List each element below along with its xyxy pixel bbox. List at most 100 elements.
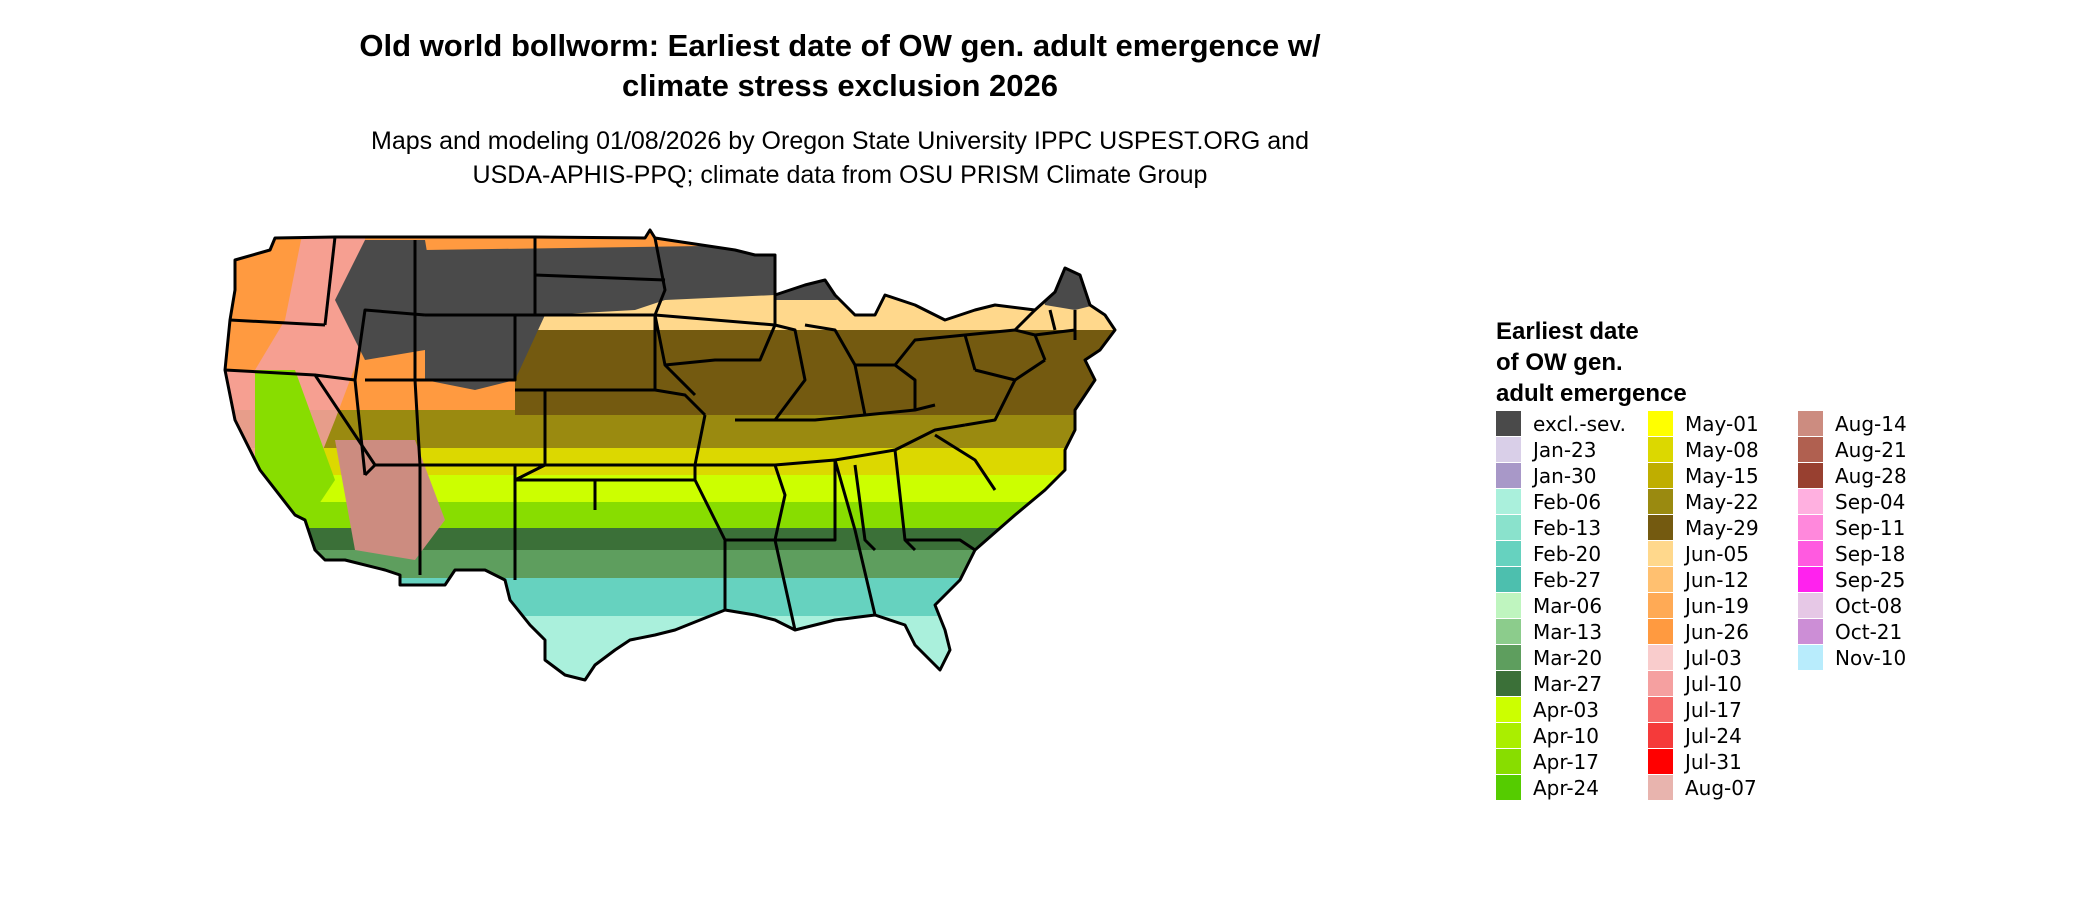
legend-label: Jun-26 <box>1685 620 1749 644</box>
map-title-line-2: climate stress exclusion 2026 <box>622 68 1058 103</box>
legend-item: Mar-27 <box>1496 671 1646 696</box>
legend-swatch <box>1648 541 1673 566</box>
legend-label: Sep-18 <box>1835 542 1906 566</box>
legend-item: Sep-18 <box>1798 541 1948 566</box>
legend-label: May-29 <box>1685 516 1759 540</box>
legend-item: Jul-03 <box>1648 645 1798 670</box>
legend-swatch <box>1798 411 1823 436</box>
legend-swatch <box>1496 697 1521 722</box>
legend-label: Jul-03 <box>1685 646 1742 670</box>
legend-label: Apr-03 <box>1533 698 1599 722</box>
legend-label: Oct-21 <box>1835 620 1903 644</box>
map-subtitle: Maps and modeling 01/08/2026 by Oregon S… <box>250 124 1430 192</box>
legend-swatch <box>1496 515 1521 540</box>
legend-item: May-15 <box>1648 463 1798 488</box>
legend-swatch <box>1496 437 1521 462</box>
legend-label: Oct-08 <box>1835 594 1903 618</box>
legend-label: Mar-06 <box>1533 594 1603 618</box>
legend-label: Jun-19 <box>1685 594 1749 618</box>
legend-item: Jul-10 <box>1648 671 1798 696</box>
legend-label: Mar-13 <box>1533 620 1603 644</box>
legend-label: Jul-31 <box>1685 750 1742 774</box>
legend-label: Apr-17 <box>1533 750 1599 774</box>
legend-item: Apr-24 <box>1496 775 1646 800</box>
legend-title-line-1: Earliest date <box>1496 318 1639 345</box>
legend-item: Jul-17 <box>1648 697 1798 722</box>
legend-item: Jan-23 <box>1496 437 1646 462</box>
legend-label: Nov-10 <box>1835 646 1907 670</box>
legend-item: Jun-19 <box>1648 593 1798 618</box>
legend-label: excl.-sev. <box>1533 412 1626 436</box>
legend-item: Apr-17 <box>1496 749 1646 774</box>
legend-item: May-01 <box>1648 411 1798 436</box>
legend-item: Apr-10 <box>1496 723 1646 748</box>
legend-label: Aug-28 <box>1835 464 1907 488</box>
legend-item: Oct-21 <box>1798 619 1948 644</box>
legend-label: Jul-24 <box>1685 724 1742 748</box>
legend-swatch <box>1648 697 1673 722</box>
legend-label: May-01 <box>1685 412 1759 436</box>
legend-label: Jun-05 <box>1685 542 1749 566</box>
legend-title-line-2: of OW gen. <box>1496 349 1623 376</box>
map-title-line-1: Old world bollworm: Earliest date of OW … <box>359 28 1321 63</box>
legend-title: Earliest date of OW gen. adult emergence <box>1496 316 1687 409</box>
map-title: Old world bollworm: Earliest date of OW … <box>250 26 1430 106</box>
legend-swatch <box>1798 567 1823 592</box>
legend-item: excl.-sev. <box>1496 411 1646 436</box>
legend-label: Feb-06 <box>1533 490 1602 514</box>
legend-label: Jun-12 <box>1685 568 1749 592</box>
legend-item: May-08 <box>1648 437 1798 462</box>
legend-label: Sep-04 <box>1835 490 1906 514</box>
legend-swatch <box>1648 619 1673 644</box>
map-subtitle-line-1: Maps and modeling 01/08/2026 by Oregon S… <box>371 127 1309 155</box>
legend-item: Jun-26 <box>1648 619 1798 644</box>
legend-label: Feb-20 <box>1533 542 1602 566</box>
legend-swatch <box>1798 541 1823 566</box>
legend-label: Jan-30 <box>1533 464 1597 488</box>
legend-label: Aug-21 <box>1835 438 1907 462</box>
legend-item: Jul-31 <box>1648 749 1798 774</box>
legend-swatch <box>1798 619 1823 644</box>
legend-item: Feb-06 <box>1496 489 1646 514</box>
legend-item: Jul-24 <box>1648 723 1798 748</box>
legend-swatch <box>1648 515 1673 540</box>
legend-swatch <box>1798 437 1823 462</box>
legend-swatch <box>1496 411 1521 436</box>
legend-swatch <box>1648 749 1673 774</box>
legend-label: Aug-14 <box>1835 412 1907 436</box>
legend-swatch <box>1648 489 1673 514</box>
legend-swatch <box>1496 723 1521 748</box>
legend-item: Jun-05 <box>1648 541 1798 566</box>
legend-swatch <box>1648 567 1673 592</box>
legend-item: Jan-30 <box>1496 463 1646 488</box>
legend-swatch <box>1496 645 1521 670</box>
legend-item: Feb-27 <box>1496 567 1646 592</box>
legend-title-line-3: adult emergence <box>1496 380 1687 407</box>
legend-swatch <box>1648 593 1673 618</box>
legend-label: Feb-27 <box>1533 568 1602 592</box>
legend-item: May-22 <box>1648 489 1798 514</box>
legend-label: May-08 <box>1685 438 1759 462</box>
legend-swatch <box>1648 671 1673 696</box>
legend-item: Apr-03 <box>1496 697 1646 722</box>
legend-swatch <box>1496 567 1521 592</box>
legend-label: May-15 <box>1685 464 1759 488</box>
legend-label: Mar-20 <box>1533 646 1603 670</box>
legend-label: Aug-07 <box>1685 776 1757 800</box>
legend-item: Feb-13 <box>1496 515 1646 540</box>
legend-swatch <box>1496 775 1521 800</box>
legend-swatch <box>1798 463 1823 488</box>
legend-label: Mar-27 <box>1533 672 1603 696</box>
legend-swatch <box>1496 671 1521 696</box>
legend-item: Oct-08 <box>1798 593 1948 618</box>
legend-swatch <box>1496 619 1521 644</box>
legend-item: Sep-25 <box>1798 567 1948 592</box>
legend-label: May-22 <box>1685 490 1759 514</box>
legend-item: Jun-12 <box>1648 567 1798 592</box>
legend-swatch <box>1496 593 1521 618</box>
legend-swatch <box>1798 515 1823 540</box>
legend-swatch <box>1648 723 1673 748</box>
legend-swatch <box>1798 489 1823 514</box>
legend-item: Mar-13 <box>1496 619 1646 644</box>
legend-item: Aug-21 <box>1798 437 1948 462</box>
